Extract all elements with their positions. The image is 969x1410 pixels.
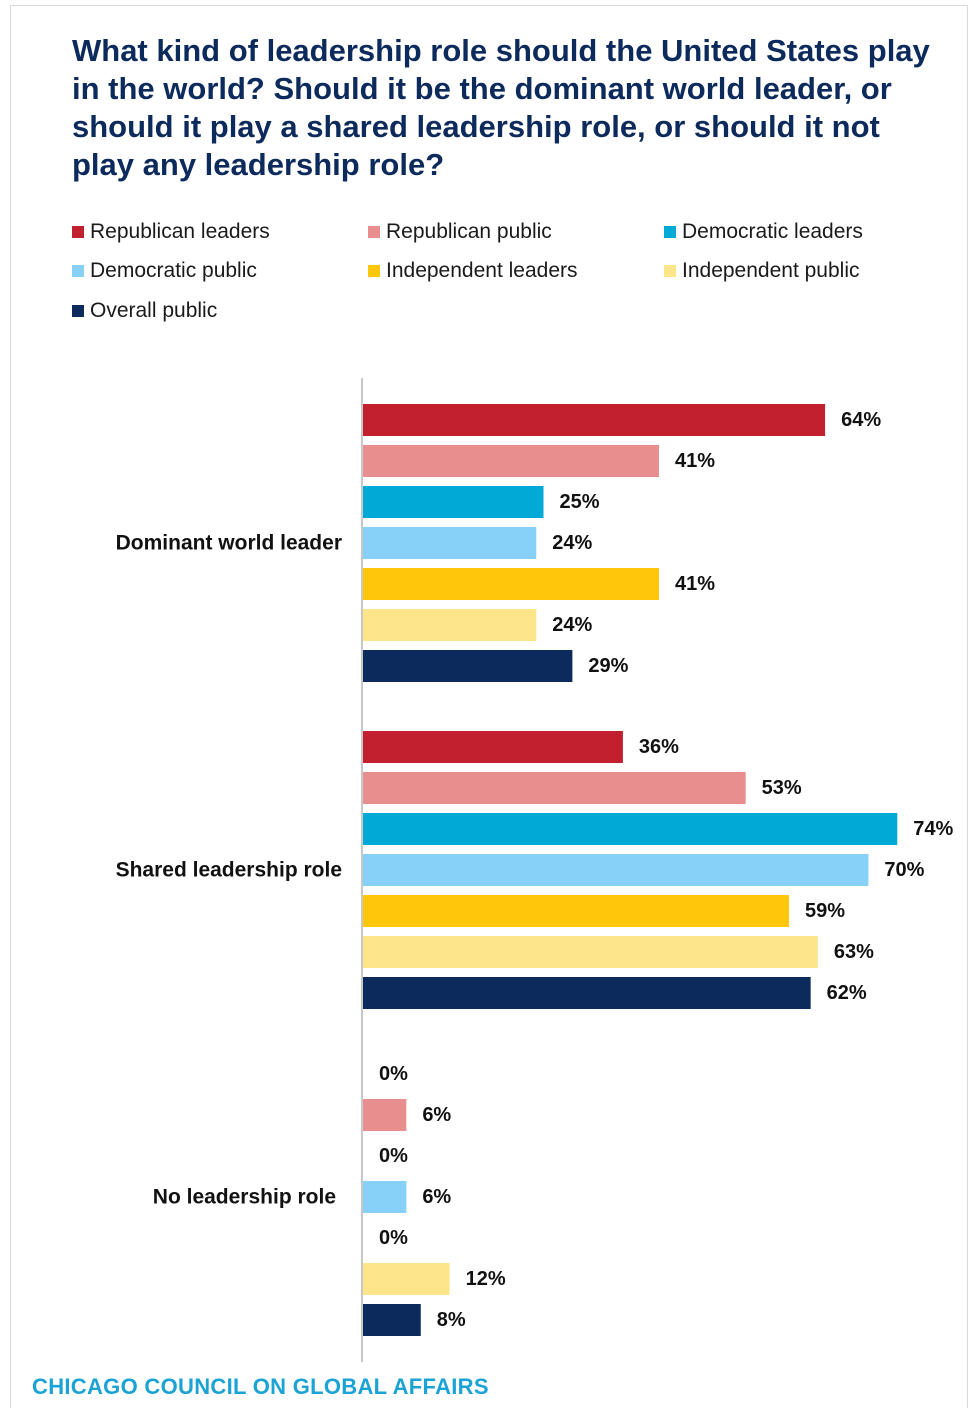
legend-label: Independent leaders <box>386 259 578 282</box>
bar <box>363 895 789 927</box>
data-label: 41% <box>675 450 715 472</box>
data-label: 63% <box>834 941 874 963</box>
category-label: No leadership role <box>153 1186 336 1209</box>
legend-swatch <box>368 226 380 238</box>
bar <box>363 1304 421 1336</box>
bar <box>363 445 660 477</box>
legend-swatch <box>368 265 380 277</box>
legend-item: Independent public <box>664 259 860 283</box>
legend-item: Overall public <box>72 299 217 323</box>
legend-swatch <box>72 226 84 238</box>
data-label: 0% <box>379 1063 408 1085</box>
bar <box>363 1099 407 1131</box>
bar <box>363 527 537 559</box>
legend-item: Independent leaders <box>368 259 578 283</box>
data-label: 0% <box>379 1145 408 1167</box>
data-label: 53% <box>762 777 802 799</box>
legend-swatch <box>664 226 676 238</box>
data-label: 59% <box>805 900 845 922</box>
bar <box>363 813 898 845</box>
data-label: 29% <box>588 655 628 677</box>
bar <box>363 936 818 968</box>
legend-item: Democratic public <box>72 259 257 283</box>
data-label: 0% <box>379 1227 408 1249</box>
legend-swatch <box>72 305 84 317</box>
data-label: 24% <box>552 532 592 554</box>
chart-frame <box>10 5 968 1408</box>
legend-label: Republican leaders <box>90 220 270 243</box>
bar <box>363 1263 450 1295</box>
bar <box>363 486 544 518</box>
legend-item: Republican public <box>368 220 552 244</box>
legend-swatch <box>72 265 84 277</box>
legend-item: Republican leaders <box>72 220 270 244</box>
legend-item: Democratic leaders <box>664 220 863 244</box>
category-label: Shared leadership role <box>116 859 342 882</box>
bar <box>363 404 826 436</box>
data-label: 62% <box>827 982 867 1004</box>
data-label: 25% <box>560 491 600 513</box>
bar <box>363 568 660 600</box>
data-label: 12% <box>466 1268 506 1290</box>
data-label: 6% <box>422 1104 451 1126</box>
legend-swatch <box>664 265 676 277</box>
legend-label: Democratic public <box>90 259 257 282</box>
bar <box>363 609 537 641</box>
bar <box>363 772 746 804</box>
source-credit: CHICAGO COUNCIL ON GLOBAL AFFAIRS <box>32 1374 489 1399</box>
bar <box>363 854 869 886</box>
data-label: 36% <box>639 736 679 758</box>
data-label: 74% <box>913 818 953 840</box>
legend-label: Democratic leaders <box>682 220 863 243</box>
data-label: 41% <box>675 573 715 595</box>
legend-label: Overall public <box>90 299 218 322</box>
legend-label: Independent public <box>682 259 860 282</box>
data-label: 70% <box>884 859 924 881</box>
category-label: Dominant world leader <box>116 532 342 555</box>
chart-title: What kind of leadership role should the … <box>72 33 930 182</box>
bar <box>363 1181 407 1213</box>
data-label: 64% <box>841 409 881 431</box>
data-label: 6% <box>422 1186 451 1208</box>
data-label: 8% <box>437 1309 466 1331</box>
bar <box>363 731 623 763</box>
bar <box>363 977 811 1009</box>
legend-label: Republican public <box>386 220 552 243</box>
bar <box>363 650 573 682</box>
data-label: 24% <box>552 614 592 636</box>
